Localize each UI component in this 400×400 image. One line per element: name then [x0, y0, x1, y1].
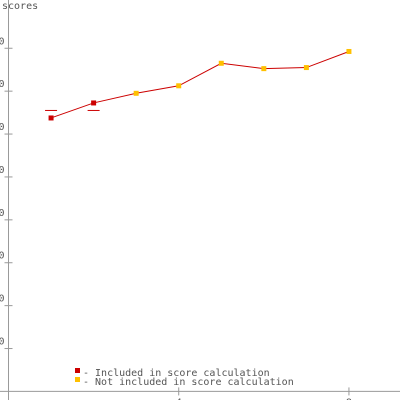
series-line	[50, 51, 350, 119]
y-tick-label: 20000	[0, 165, 5, 176]
y-tick-label: 28000	[0, 79, 5, 90]
data-point-not-included	[176, 83, 182, 89]
legend-included-swatch	[75, 368, 80, 373]
legend-not-included-swatch	[75, 377, 80, 382]
data-point-not-included	[303, 65, 309, 71]
data-point-not-included	[346, 48, 352, 54]
legend: - Included in score calculation - Not in…	[75, 368, 294, 388]
y-tick-label: 24000	[0, 122, 5, 133]
legend-included-label: - Included in score calculation	[83, 368, 270, 379]
x-tick-label: 4	[176, 397, 182, 400]
data-point-not-included	[133, 90, 139, 96]
x-tick-label: 8	[346, 397, 352, 400]
y-tick-label: 12000	[0, 251, 5, 262]
data-point-not-included	[261, 66, 267, 72]
data-point-not-included	[218, 60, 224, 66]
y-tick-label: 16000	[0, 208, 5, 219]
y-tick-label: 32000	[0, 36, 5, 47]
y-tick-label: 4000	[0, 337, 5, 348]
y-ticks: 4000 8000 12000 16000 20000 24000 28000 32000	[0, 36, 13, 350]
data-point-included	[48, 115, 54, 121]
y-axis-label: scores	[2, 1, 38, 12]
series	[48, 48, 352, 121]
legend-not-included-label: - Not included in score calculation	[83, 377, 294, 388]
y-tick-label: 8000	[0, 294, 5, 305]
x-ticks: 48	[176, 387, 352, 400]
data-point-included	[91, 100, 97, 106]
